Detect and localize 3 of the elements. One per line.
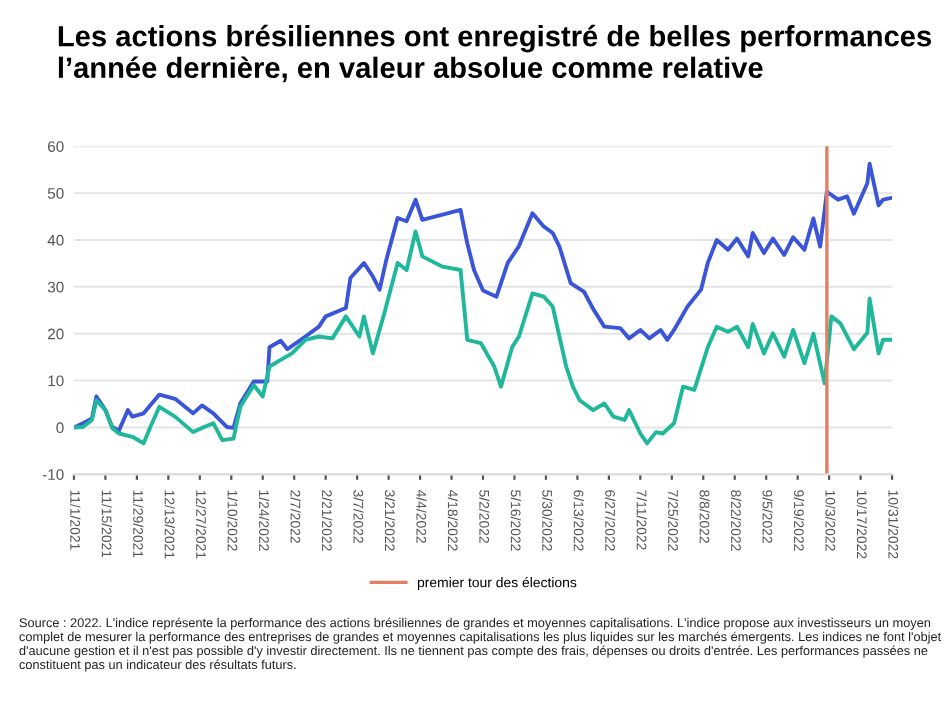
chart-title: Les actions brésiliennes ont enregistré de belles performances l’année dernière, en valeur absolue comme relative: [58, 24, 931, 83]
line-series: [73, 161, 893, 433]
line-series: [73, 229, 893, 446]
